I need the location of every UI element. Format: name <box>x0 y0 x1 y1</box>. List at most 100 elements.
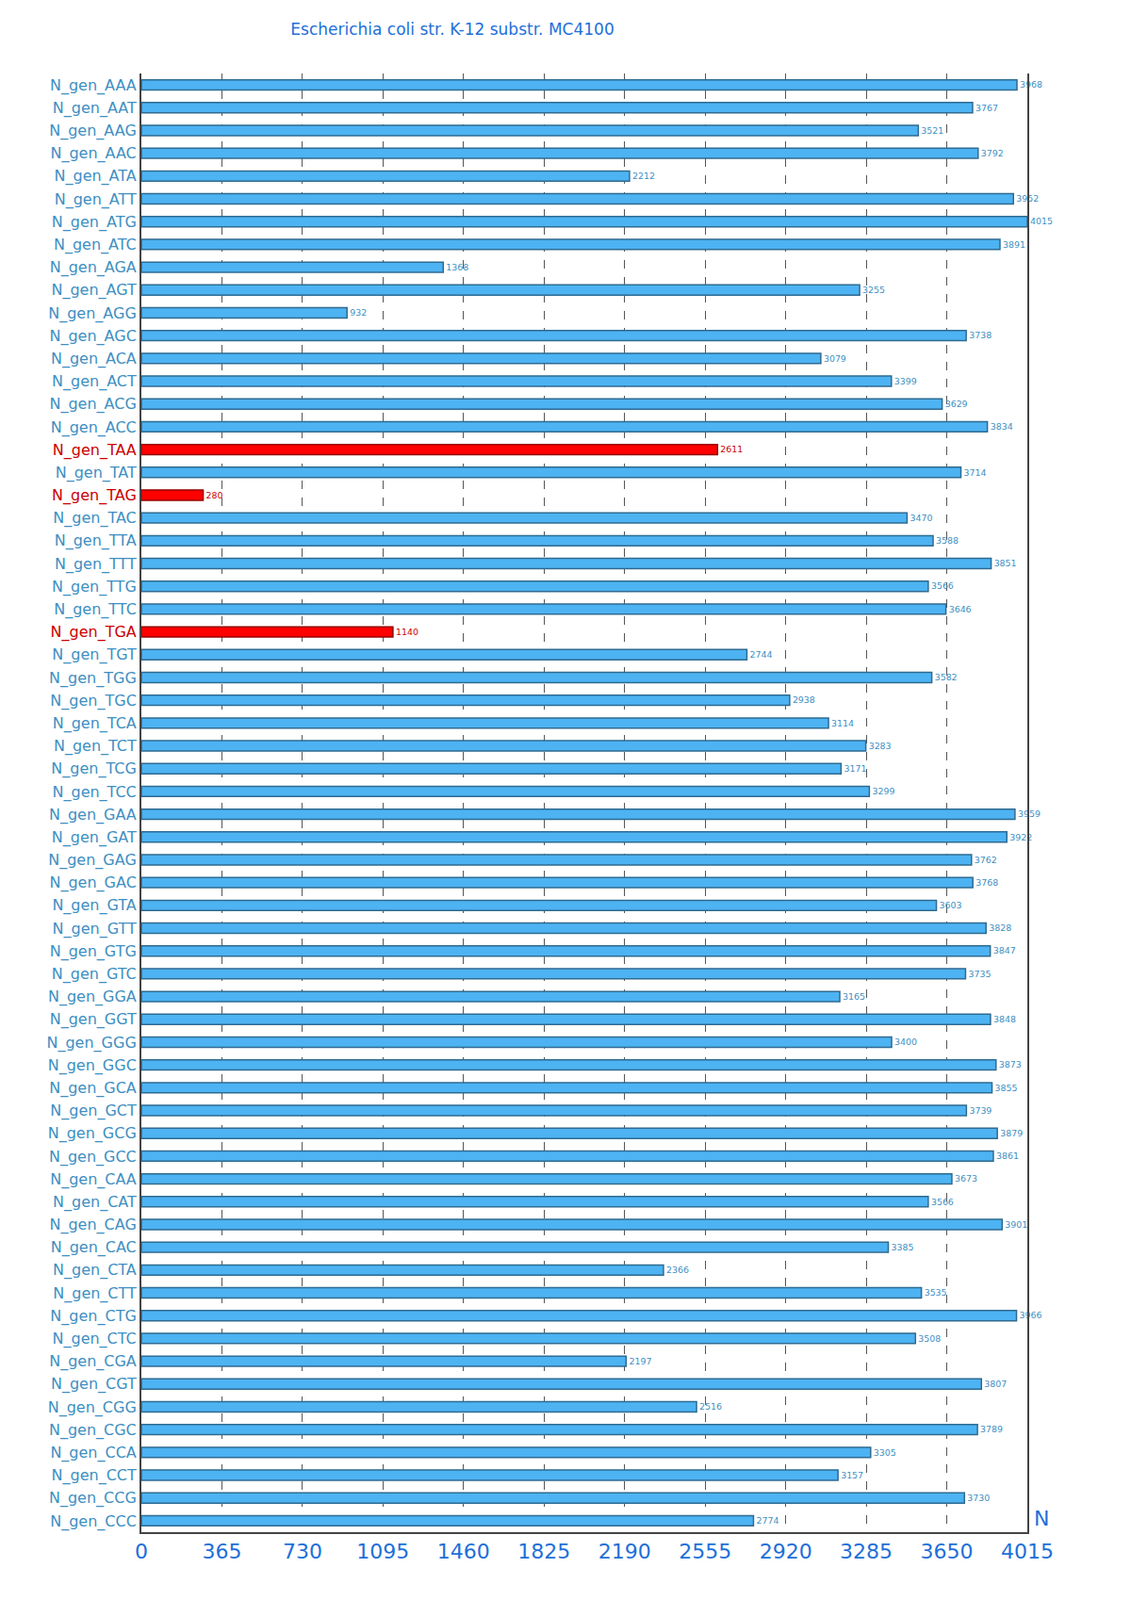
svg-text:3650: 3650 <box>920 1540 974 1564</box>
svg-text:N_gen_ATG: N_gen_ATG <box>51 213 137 232</box>
svg-text:N_gen_CAA: N_gen_CAA <box>49 1170 137 1190</box>
svg-text:3738: 3738 <box>968 329 992 341</box>
svg-text:N_gen_GGT: N_gen_GGT <box>49 1010 137 1030</box>
svg-text:1095: 1095 <box>356 1540 410 1564</box>
svg-text:3851: 3851 <box>994 557 1017 569</box>
svg-text:932: 932 <box>349 307 367 318</box>
svg-text:2197: 2197 <box>628 1356 652 1367</box>
svg-text:N_gen_GTA: N_gen_GTA <box>51 896 136 916</box>
svg-text:3873: 3873 <box>999 1059 1022 1070</box>
svg-text:N_gen_TAC: N_gen_TAC <box>52 508 136 528</box>
svg-text:3566: 3566 <box>931 1196 954 1208</box>
svg-text:N_gen_CGT: N_gen_CGT <box>50 1375 137 1394</box>
svg-text:3855: 3855 <box>995 1082 1018 1094</box>
svg-text:N_gen_GAC: N_gen_GAC <box>49 873 136 893</box>
svg-text:N_gen_CAT: N_gen_CAT <box>52 1193 137 1213</box>
svg-text:N_gen_TGC: N_gen_TGC <box>49 691 136 711</box>
svg-text:N_gen_CGC: N_gen_CGC <box>49 1421 137 1441</box>
svg-text:3283: 3283 <box>868 740 892 752</box>
svg-text:2516: 2516 <box>699 1401 722 1412</box>
svg-text:N_gen_ATT: N_gen_ATT <box>54 190 137 210</box>
svg-text:3171: 3171 <box>843 763 867 774</box>
svg-text:3847: 3847 <box>993 945 1017 956</box>
svg-text:N_gen_GTG: N_gen_GTG <box>49 942 137 962</box>
svg-text:3901: 3901 <box>1004 1219 1028 1230</box>
svg-text:2938: 2938 <box>792 694 816 705</box>
svg-text:3299: 3299 <box>871 786 895 797</box>
svg-text:3305: 3305 <box>873 1447 897 1459</box>
svg-text:N_gen_CTG: N_gen_CTG <box>49 1307 136 1327</box>
svg-text:2555: 2555 <box>678 1540 732 1564</box>
svg-text:3165: 3165 <box>842 991 866 1002</box>
svg-text:3399: 3399 <box>894 376 918 387</box>
svg-text:N_gen_TTC: N_gen_TTC <box>53 600 137 620</box>
svg-text:N_gen_GAA: N_gen_GAA <box>49 805 137 825</box>
svg-text:3255: 3255 <box>862 284 886 296</box>
svg-text:3582: 3582 <box>934 672 958 683</box>
svg-text:N_gen_TCG: N_gen_TCG <box>50 759 137 779</box>
svg-text:N_gen_GAT: N_gen_GAT <box>51 828 137 848</box>
svg-text:3922: 3922 <box>1009 832 1033 843</box>
svg-text:N_gen_CGA: N_gen_CGA <box>49 1352 137 1372</box>
svg-text:N_gen_GTC: N_gen_GTC <box>51 965 137 984</box>
svg-text:N_gen_GTT: N_gen_GTT <box>52 919 137 939</box>
svg-text:3848: 3848 <box>993 1014 1017 1025</box>
svg-text:N_gen_CCT: N_gen_CCT <box>51 1466 137 1486</box>
svg-text:3470: 3470 <box>909 512 933 524</box>
svg-text:N_gen_TAT: N_gen_TAT <box>55 463 137 483</box>
svg-text:N_gen_TGA: N_gen_TGA <box>50 622 137 642</box>
svg-text:3834: 3834 <box>990 421 1014 432</box>
svg-text:3157: 3157 <box>840 1470 864 1481</box>
svg-text:Escherichia coli str. K-12 sub: Escherichia coli str. K-12 substr. MC410… <box>290 19 614 39</box>
svg-text:N_gen_CTA: N_gen_CTA <box>52 1261 137 1280</box>
svg-text:3966: 3966 <box>1019 1310 1043 1321</box>
svg-text:N_gen_TTA: N_gen_TTA <box>54 531 137 551</box>
svg-text:N_gen_CCA: N_gen_CCA <box>49 1443 136 1463</box>
svg-text:280: 280 <box>206 490 224 501</box>
svg-text:3646: 3646 <box>949 604 972 615</box>
svg-text:N_gen_ATC: N_gen_ATC <box>53 235 137 255</box>
svg-text:N_gen_CAG: N_gen_CAG <box>49 1215 136 1235</box>
svg-text:2774: 2774 <box>755 1515 779 1526</box>
svg-text:3521: 3521 <box>920 125 944 136</box>
svg-text:N_gen_CTT: N_gen_CTT <box>52 1284 137 1304</box>
svg-text:N_gen_ACA: N_gen_ACA <box>50 349 137 369</box>
svg-text:1140: 1140 <box>395 626 419 638</box>
svg-text:0: 0 <box>134 1540 148 1564</box>
svg-text:3714: 3714 <box>964 467 987 478</box>
svg-text:N_gen_GCG: N_gen_GCG <box>48 1124 137 1144</box>
svg-text:730: 730 <box>282 1540 323 1564</box>
svg-text:2366: 2366 <box>666 1264 689 1276</box>
svg-text:2611: 2611 <box>720 443 743 455</box>
svg-text:N_gen_TAG: N_gen_TAG <box>51 486 137 506</box>
svg-text:N_gen_ATA: N_gen_ATA <box>54 166 137 186</box>
svg-text:N_gen_ACC: N_gen_ACC <box>50 418 137 438</box>
svg-text:N_gen_GCA: N_gen_GCA <box>49 1079 137 1099</box>
svg-text:1368: 1368 <box>445 262 469 273</box>
svg-text:3789: 3789 <box>980 1424 1003 1435</box>
svg-text:3588: 3588 <box>935 535 959 546</box>
svg-text:N_gen_ACT: N_gen_ACT <box>51 372 137 392</box>
svg-text:3959: 3959 <box>1017 808 1041 820</box>
svg-text:N_gen_CCC: N_gen_CCC <box>49 1512 137 1532</box>
svg-text:N_gen_TGG: N_gen_TGG <box>49 669 137 689</box>
svg-text:3952: 3952 <box>1016 193 1039 204</box>
svg-text:N_gen_GAG: N_gen_GAG <box>48 851 137 870</box>
svg-text:3566: 3566 <box>931 580 954 591</box>
svg-text:N_gen_CGG: N_gen_CGG <box>48 1398 137 1418</box>
svg-text:N_gen_AGT: N_gen_AGT <box>50 280 137 300</box>
svg-text:3535: 3535 <box>924 1287 948 1298</box>
svg-text:2212: 2212 <box>632 170 656 181</box>
svg-text:4015: 4015 <box>1030 215 1053 227</box>
svg-text:3861: 3861 <box>996 1150 1019 1162</box>
svg-text:3079: 3079 <box>823 353 847 364</box>
svg-text:N_gen_AGC: N_gen_AGC <box>49 327 136 346</box>
svg-text:N_gen_GCT: N_gen_GCT <box>49 1101 137 1121</box>
svg-text:2744: 2744 <box>749 649 772 660</box>
svg-text:N_gen_ACG: N_gen_ACG <box>49 394 136 414</box>
svg-text:3735: 3735 <box>967 968 991 980</box>
svg-text:2920: 2920 <box>759 1540 813 1564</box>
svg-text:N_gen_GGC: N_gen_GGC <box>48 1056 137 1076</box>
svg-text:3739: 3739 <box>968 1105 992 1116</box>
svg-text:3285: 3285 <box>839 1540 893 1564</box>
